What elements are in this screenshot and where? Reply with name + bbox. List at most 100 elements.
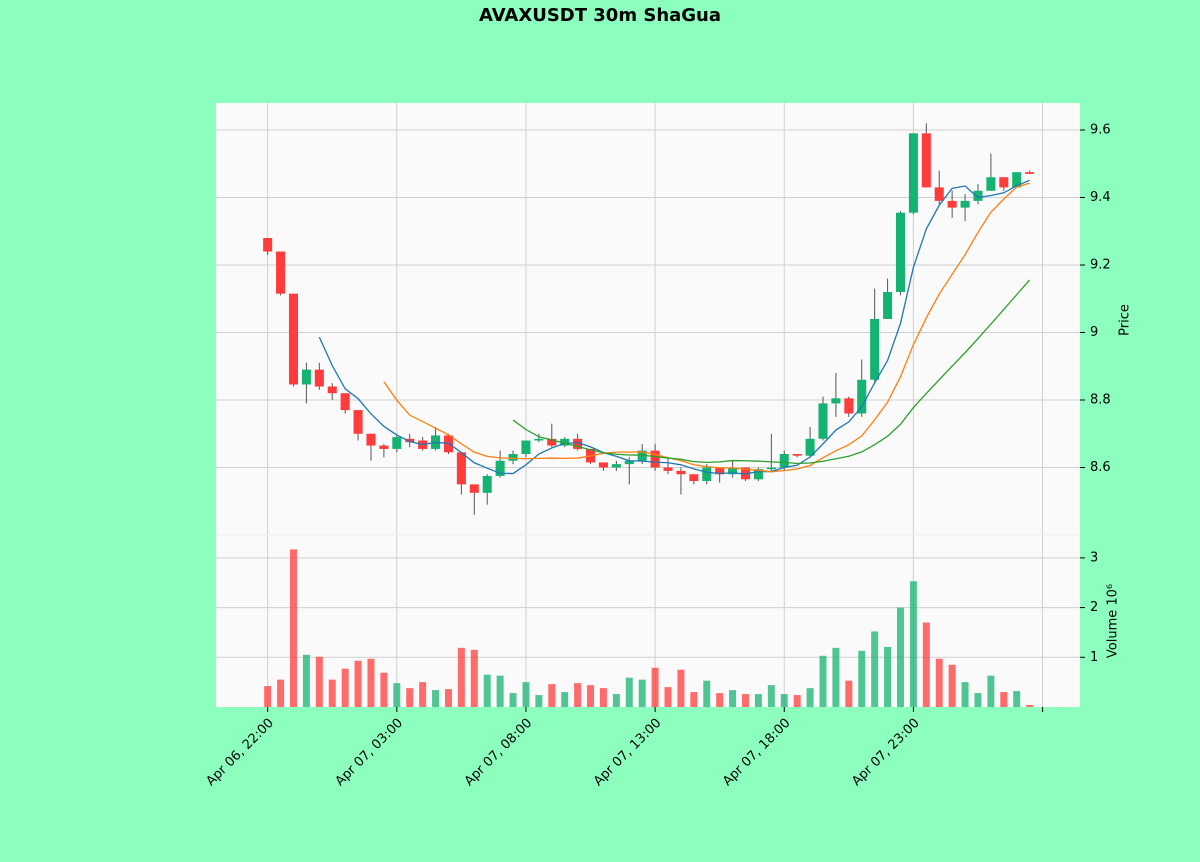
x-tick-label: Apr 07, 03:00 — [333, 716, 406, 789]
volume-bar — [328, 679, 336, 707]
candle-body — [521, 440, 531, 454]
volume-bar — [457, 647, 465, 707]
volume-bar — [522, 682, 530, 707]
candle-body — [327, 386, 337, 394]
volume-bar — [819, 655, 827, 707]
candle-body — [844, 398, 854, 414]
candle-body — [870, 319, 880, 380]
volume-bar — [302, 654, 310, 707]
volume-bar — [884, 646, 892, 707]
volume-bar — [961, 682, 969, 707]
candle-body — [753, 469, 763, 480]
candle-body — [857, 379, 867, 414]
candle-body — [405, 438, 415, 443]
volume-bar — [1013, 691, 1021, 707]
volume-bar — [561, 692, 569, 707]
x-tick-label: Apr 07, 18:00 — [720, 716, 793, 789]
candle-body — [818, 403, 828, 439]
candle-body — [960, 200, 970, 208]
volume-bar — [483, 674, 491, 707]
moving-average — [318, 179, 1030, 475]
y-axis-label: Price — [1118, 304, 1133, 336]
volume-bar — [948, 664, 956, 707]
candle-body — [482, 475, 492, 493]
volume-bar — [729, 690, 737, 707]
volume-bar — [651, 667, 659, 707]
candle-body — [288, 293, 299, 385]
candle-body — [676, 470, 686, 475]
candle-body — [573, 438, 583, 449]
candle-body — [715, 467, 725, 475]
candle-body — [340, 393, 350, 411]
candle-body — [598, 462, 608, 468]
candle-body — [366, 433, 376, 446]
candle-body — [301, 369, 311, 385]
candle-body — [353, 410, 363, 434]
volume-bar — [393, 683, 401, 707]
volume-bar — [742, 694, 749, 707]
candle-body — [702, 467, 712, 481]
candle-body — [1025, 172, 1035, 174]
volume-bar — [315, 656, 323, 707]
candle-body — [779, 454, 789, 468]
candle-body — [314, 369, 324, 387]
candle-body — [560, 438, 570, 446]
y-tick-label: 9.4 — [1090, 190, 1111, 205]
volume-bar — [664, 687, 672, 707]
x-tick-label: Apr 06, 22:00 — [203, 716, 276, 789]
candle-body — [921, 133, 931, 188]
x-tick-label: Apr 07, 13:00 — [591, 716, 664, 789]
volume-tick-label: 3 — [1090, 550, 1098, 565]
volume-bar — [1000, 692, 1008, 707]
candle-body — [663, 467, 673, 471]
y-tick-label: 9 — [1090, 325, 1098, 340]
candle-body — [1012, 172, 1022, 188]
volume-bar — [496, 675, 504, 707]
moving-average — [383, 182, 1030, 473]
candle-body — [792, 454, 802, 456]
candle-body — [611, 464, 621, 468]
volume-bar — [677, 669, 685, 707]
candle-body — [934, 187, 944, 201]
candle-body — [534, 438, 544, 441]
candle-body — [469, 484, 479, 493]
volume-bar — [548, 684, 556, 707]
candle-body — [495, 460, 505, 476]
moving-average — [512, 279, 1031, 465]
candle-body — [547, 438, 557, 446]
volume-bar — [419, 682, 427, 707]
volume-bar — [432, 690, 440, 707]
candle-body — [831, 398, 841, 404]
volume-bar — [716, 693, 724, 707]
volume-bar — [690, 692, 698, 707]
volume-bar — [1026, 705, 1034, 707]
chart-title: AVAXUSDT 30m ShaGua — [479, 5, 721, 26]
volume-bar — [444, 689, 452, 707]
candle-body — [728, 467, 738, 475]
volume-bar — [871, 631, 879, 707]
volume-bar — [987, 675, 995, 707]
volume-bar — [767, 685, 775, 707]
x-tick-label: Apr 07, 23:00 — [849, 716, 922, 789]
volume-bar — [703, 680, 711, 707]
volume-bar — [638, 679, 646, 707]
y-tick-label: 9.6 — [1090, 123, 1111, 138]
candle-body — [805, 438, 815, 456]
candle-body — [263, 238, 273, 252]
volume-bar — [858, 650, 866, 707]
volume-bar — [935, 658, 943, 707]
volume-bar — [574, 683, 582, 707]
x-tick-label: Apr 07, 08:00 — [462, 716, 535, 789]
volume-bar — [845, 680, 853, 707]
candle-body — [986, 177, 996, 191]
volume-axis-label: Volume 10⁶ — [1106, 584, 1121, 658]
volume-bar — [599, 688, 607, 707]
volume-bar — [754, 694, 762, 707]
volume-bar — [922, 622, 930, 707]
volume-bar — [587, 685, 595, 707]
volume-bar — [264, 686, 272, 707]
volume-bar — [780, 694, 788, 707]
y-tick-label: 8.8 — [1090, 393, 1111, 408]
volume-bar — [793, 695, 801, 707]
